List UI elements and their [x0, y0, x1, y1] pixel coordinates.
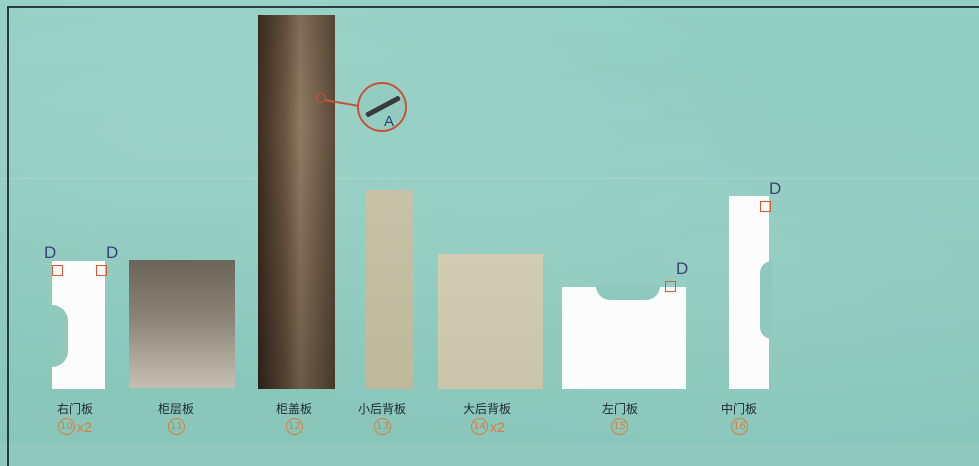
- top-cover-shading: [258, 15, 335, 389]
- top-cover-panel: [258, 15, 335, 389]
- panel-label-top-cover: 柜盖板: [276, 402, 313, 416]
- panel-number-shelf: 11: [168, 418, 185, 435]
- right-door-d-label-left: D: [44, 243, 57, 262]
- panel-number-left-door: 15: [611, 418, 628, 435]
- panel-number-right-door: 10 x2: [58, 418, 92, 435]
- left-door-hinge-marker: [665, 281, 676, 292]
- circled-number: 16: [731, 418, 748, 435]
- panel-label-small-back: 小后背板: [358, 402, 407, 416]
- quantity-multiplier: x2: [490, 418, 505, 435]
- circled-number: 14: [471, 418, 488, 435]
- detail-a-label: A: [384, 113, 395, 130]
- circled-number: 13: [374, 418, 391, 435]
- paper-crease: [0, 178, 979, 179]
- sheet-border: [7, 6, 979, 466]
- shelf-panel: [129, 260, 235, 388]
- right-door-d-label-right: D: [106, 243, 119, 262]
- panel-label-right-door: 右门板: [57, 402, 94, 416]
- middle-door-d-label: D: [769, 179, 782, 198]
- left-door-d-label: D: [676, 259, 689, 278]
- circled-number: 11: [168, 418, 185, 435]
- panel-number-small-back: 13: [374, 418, 391, 435]
- panel-label-shelf: 柜层板: [158, 402, 195, 416]
- panel-label-middle-door: 中门板: [721, 402, 758, 416]
- small-back-panel: [366, 190, 414, 389]
- right-door-cutout: [52, 305, 68, 367]
- panel-number-top-cover: 12: [286, 418, 303, 435]
- circled-number: 12: [286, 418, 303, 435]
- middle-door-cutout: [760, 261, 772, 339]
- panel-number-middle-door: 16: [731, 418, 748, 435]
- right-door-hinge-marker-right: [96, 265, 107, 276]
- left-door-cutout: [596, 286, 660, 300]
- panel-label-large-back: 大后背板: [463, 402, 512, 416]
- panel-number-large-back: 14 x2: [471, 418, 505, 435]
- middle-door-hinge-marker: [760, 201, 771, 212]
- circled-number: 15: [611, 418, 628, 435]
- quantity-multiplier: x2: [77, 418, 92, 435]
- panel-label-left-door: 左门板: [602, 402, 639, 416]
- left-door-panel: [562, 287, 686, 389]
- large-back-panel: [438, 254, 543, 389]
- right-door-hinge-marker-left: [52, 265, 63, 276]
- detail-a-source-dot: [316, 93, 326, 103]
- circled-number: 10: [58, 418, 75, 435]
